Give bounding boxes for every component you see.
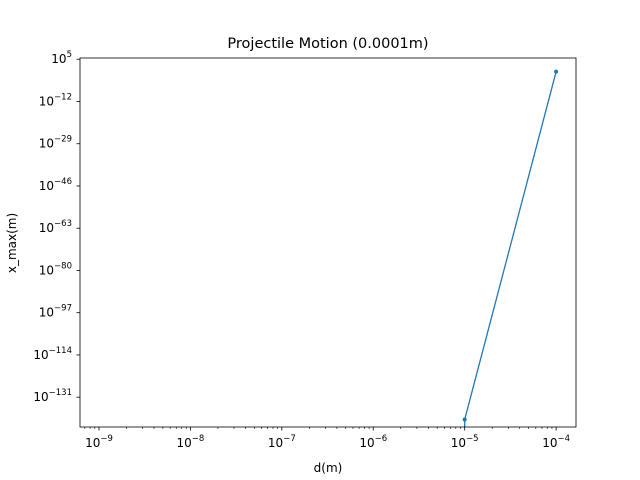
data-point [554, 69, 559, 74]
x-tick-label: 10−8 [177, 434, 205, 450]
y-tick-label: 10−46 [39, 177, 72, 193]
series-line [464, 71, 557, 427]
y-tick-label: 105 [51, 50, 72, 66]
x-tick-label: 10−9 [85, 434, 113, 450]
x-axis-label: d(m) [314, 461, 343, 475]
x-axis: 10−9 10−8 10−7 10−6 10−5 10−4 [84, 427, 570, 450]
x-tick-label: 10−7 [268, 434, 296, 450]
x-tick-label: 10−4 [542, 434, 570, 450]
x-tick-label: 10−6 [359, 434, 387, 450]
y-tick-label: 10−114 [33, 346, 72, 362]
y-tick-label: 10−12 [39, 92, 72, 108]
plot-area [462, 69, 559, 427]
y-tick-label: 10−97 [39, 304, 72, 320]
y-axis-label: x_max(m) [5, 213, 19, 273]
chart-title: Projectile Motion (0.0001m) [227, 36, 428, 52]
data-point [462, 417, 467, 422]
y-axis: 105 10−12 10−29 10−46 10−63 10−80 10−97 10−114 1… [33, 50, 80, 404]
y-tick-label: 10−29 [39, 135, 72, 151]
plot-frame [79, 57, 577, 428]
x-tick-label: 10−5 [451, 434, 479, 450]
y-tick-label: 10−63 [39, 219, 72, 235]
y-tick-label: 10−80 [39, 261, 72, 277]
y-tick-label: 10−131 [33, 388, 72, 404]
